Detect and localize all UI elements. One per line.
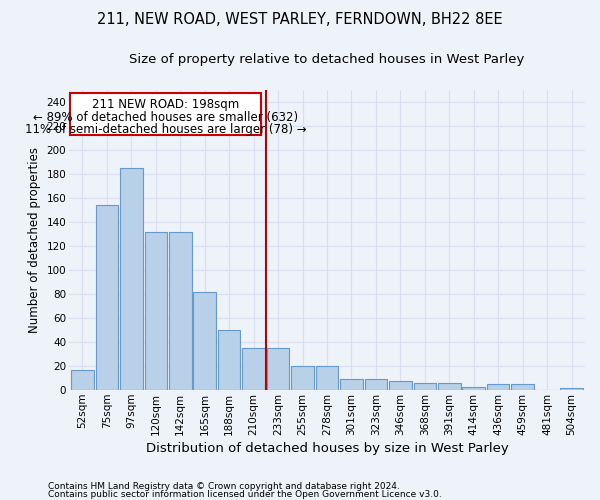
Bar <box>291 366 314 390</box>
Bar <box>487 384 509 390</box>
Bar <box>316 366 338 390</box>
Bar <box>340 380 362 390</box>
Text: ← 89% of detached houses are smaller (632): ← 89% of detached houses are smaller (63… <box>33 110 298 124</box>
X-axis label: Distribution of detached houses by size in West Parley: Distribution of detached houses by size … <box>146 442 508 455</box>
Title: Size of property relative to detached houses in West Parley: Size of property relative to detached ho… <box>130 52 524 66</box>
Bar <box>560 388 583 390</box>
Bar <box>169 232 191 390</box>
Bar <box>95 206 118 390</box>
Bar <box>120 168 143 390</box>
Bar <box>193 292 216 390</box>
Bar <box>71 370 94 390</box>
Y-axis label: Number of detached properties: Number of detached properties <box>28 147 41 333</box>
Bar <box>389 380 412 390</box>
Bar <box>413 383 436 390</box>
Text: Contains public sector information licensed under the Open Government Licence v3: Contains public sector information licen… <box>48 490 442 499</box>
Bar <box>145 232 167 390</box>
Bar <box>511 384 534 390</box>
Text: Contains HM Land Registry data © Crown copyright and database right 2024.: Contains HM Land Registry data © Crown c… <box>48 482 400 491</box>
Text: 11% of semi-detached houses are larger (78) →: 11% of semi-detached houses are larger (… <box>25 123 306 136</box>
Bar <box>463 386 485 390</box>
Bar <box>438 383 461 390</box>
Bar <box>218 330 241 390</box>
Bar <box>242 348 265 390</box>
Bar <box>365 380 387 390</box>
Text: 211, NEW ROAD, WEST PARLEY, FERNDOWN, BH22 8EE: 211, NEW ROAD, WEST PARLEY, FERNDOWN, BH… <box>97 12 503 28</box>
FancyBboxPatch shape <box>70 92 261 134</box>
Text: 211 NEW ROAD: 198sqm: 211 NEW ROAD: 198sqm <box>92 98 239 111</box>
Bar <box>267 348 289 390</box>
